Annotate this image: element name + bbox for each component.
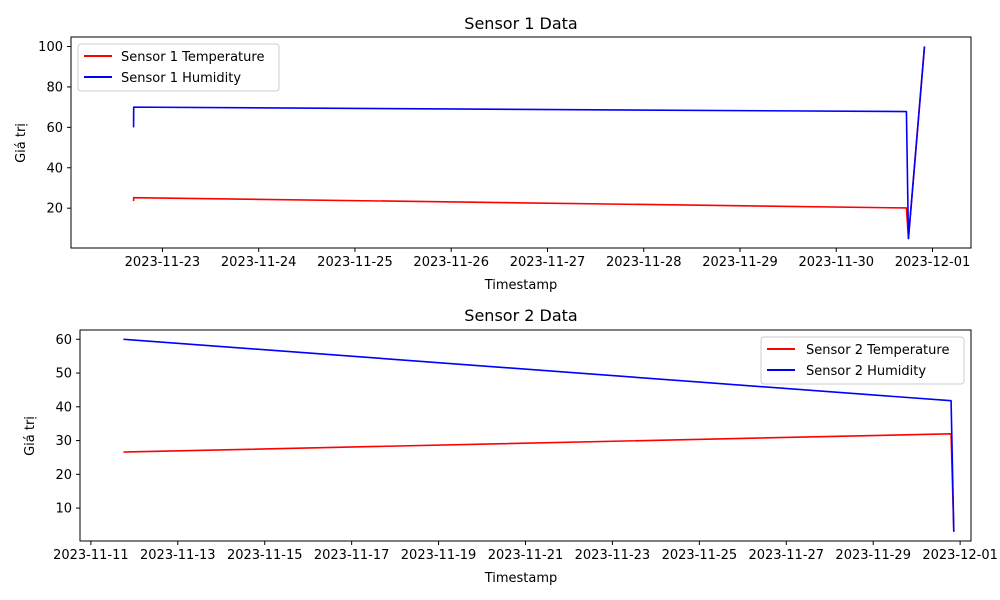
plot-frame	[79, 329, 972, 542]
y-tick-label: 40	[55, 400, 72, 415]
y-tick-label: 30	[55, 434, 72, 449]
series-line-sensor-1-humidity	[132, 46, 926, 240]
x-tick-label: 2023-11-13	[140, 548, 216, 563]
x-tick-label: 2023-11-28	[606, 255, 682, 270]
series-layer	[132, 46, 926, 240]
x-tick-label: 2023-11-17	[314, 548, 390, 563]
sensor-1-chart: Sensor 1 Data Timestamp Giá trị 2023-11-…	[14, 14, 972, 293]
x-tick-label: 2023-11-24	[221, 255, 297, 270]
legend-box	[77, 43, 280, 92]
series-line-sensor-2-humidity	[123, 338, 955, 532]
x-tick-label: 2023-11-27	[748, 548, 824, 563]
legend: Sensor 1 Temperature Sensor 1 Humidity	[77, 43, 280, 92]
y-axis-label: Giá trị	[14, 123, 29, 163]
plot-frame	[70, 36, 972, 249]
legend-label-humidity: Sensor 1 Humidity	[121, 71, 241, 86]
y-tick-label: 20	[55, 468, 72, 483]
x-axis-label: Timestamp	[484, 278, 558, 293]
x-tick-label: 2023-11-29	[835, 548, 911, 563]
x-tick-label: 2023-11-23	[575, 548, 651, 563]
legend: Sensor 2 Temperature Sensor 2 Humidity	[760, 336, 965, 385]
ticks-layer: 2023-11-11 2023-11-13 2023-11-15 2023-11-17…	[53, 333, 998, 563]
legend-label-temperature: Sensor 2 Temperature	[806, 343, 949, 358]
sensor-2-chart: Sensor 2 Data Timestamp Giá trị 2023-11-…	[23, 306, 998, 586]
y-tick-label: 10	[55, 502, 72, 517]
y-tick-label: 80	[46, 80, 63, 95]
y-tick-label: 100	[38, 40, 63, 55]
x-tick-label: 2023-11-29	[702, 255, 778, 270]
x-tick-label: 2023-12-01	[922, 548, 998, 563]
y-tick-label: 20	[46, 202, 63, 217]
x-axis-label: Timestamp	[484, 571, 558, 586]
chart-title: Sensor 1 Data	[464, 14, 577, 33]
x-tick-label: 2023-11-19	[401, 548, 477, 563]
series-layer	[123, 338, 955, 532]
y-tick-label: 40	[46, 161, 63, 176]
x-tick-label: 2023-11-23	[125, 255, 201, 270]
x-tick-label: 2023-11-27	[510, 255, 586, 270]
x-tick-label: 2023-12-01	[895, 255, 971, 270]
legend-label-temperature: Sensor 1 Temperature	[121, 50, 264, 65]
y-tick-label: 60	[46, 121, 63, 136]
x-tick-label: 2023-11-11	[53, 548, 129, 563]
ticks-layer: 2023-11-23 2023-11-24 2023-11-25 2023-11-26…	[38, 40, 970, 270]
x-tick-label: 2023-11-25	[662, 548, 738, 563]
y-axis-label: Giá trị	[23, 416, 38, 456]
x-tick-label: 2023-11-25	[317, 255, 393, 270]
legend-box	[760, 336, 965, 385]
x-tick-label: 2023-11-26	[413, 255, 489, 270]
x-tick-label: 2023-11-21	[488, 548, 564, 563]
chart-title: Sensor 2 Data	[464, 306, 577, 325]
x-tick-label: 2023-11-30	[798, 255, 874, 270]
x-tick-label: 2023-11-15	[227, 548, 303, 563]
y-tick-label: 60	[55, 333, 72, 348]
legend-label-humidity: Sensor 2 Humidity	[806, 364, 926, 379]
y-tick-label: 50	[55, 367, 72, 382]
